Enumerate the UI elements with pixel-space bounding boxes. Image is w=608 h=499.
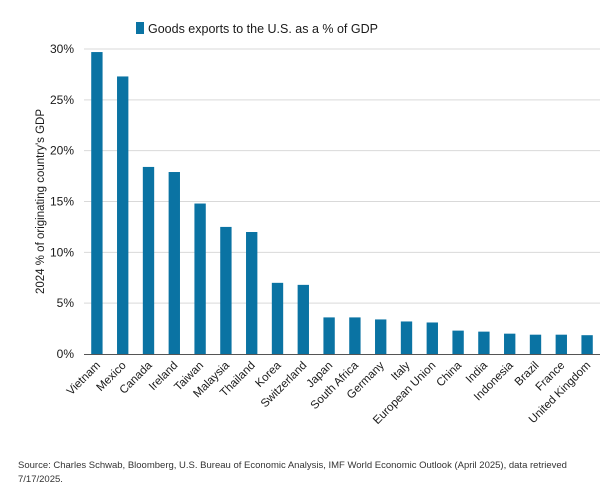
x-category-label: Vietnam: [65, 360, 103, 398]
bar-italy: [400, 321, 413, 354]
y-tick-label: 10%: [50, 245, 74, 259]
y-tick-label: 5%: [57, 296, 75, 310]
y-tick-label: 0%: [57, 347, 75, 361]
bar-thailand: [246, 232, 258, 354]
bar-mexico: [117, 76, 129, 354]
bar-france: [555, 334, 567, 354]
bar-switzerland: [297, 284, 309, 354]
bar-vietnam: [91, 52, 103, 355]
bar-south-africa: [349, 317, 361, 354]
bar-indonesia: [504, 333, 516, 354]
bar-japan: [323, 317, 335, 354]
bar-european-union: [426, 322, 438, 354]
bar-korea: [271, 282, 284, 354]
y-tick-label: 30%: [50, 42, 74, 56]
bar-brazil: [529, 334, 542, 354]
source-note: Source: Charles Schwab, Bloomberg, U.S. …: [18, 460, 567, 485]
y-tick-label: 20%: [50, 144, 74, 158]
bar-india: [478, 331, 490, 354]
legend-swatch: [136, 22, 144, 34]
bar-ireland: [168, 172, 180, 354]
legend-label: Goods exports to the U.S. as a % of GDP: [148, 22, 378, 36]
bar-canada: [142, 166, 155, 354]
bar-germany: [375, 319, 387, 354]
chart: Goods exports to the U.S. as a % of GDP …: [35, 22, 600, 427]
bars: [91, 52, 593, 355]
bar-united-kingdom: [581, 335, 593, 354]
y-tick-label: 15%: [50, 195, 74, 209]
x-axis-categories: VietnamMexicoCanadaIrelandTaiwanMalaysia…: [65, 359, 593, 427]
y-tick-label: 25%: [50, 93, 74, 107]
legend: Goods exports to the U.S. as a % of GDP: [136, 22, 378, 36]
bar-malaysia: [220, 226, 232, 354]
y-axis-ticks: 0% 5% 10% 15% 20% 25% 30%: [50, 42, 74, 361]
bar-china: [452, 330, 464, 354]
y-axis-label: 2024 % of originating country's GDP: [35, 109, 47, 294]
gridlines: [84, 48, 600, 304]
x-category-label: China: [434, 359, 464, 389]
bar-taiwan: [194, 203, 206, 354]
